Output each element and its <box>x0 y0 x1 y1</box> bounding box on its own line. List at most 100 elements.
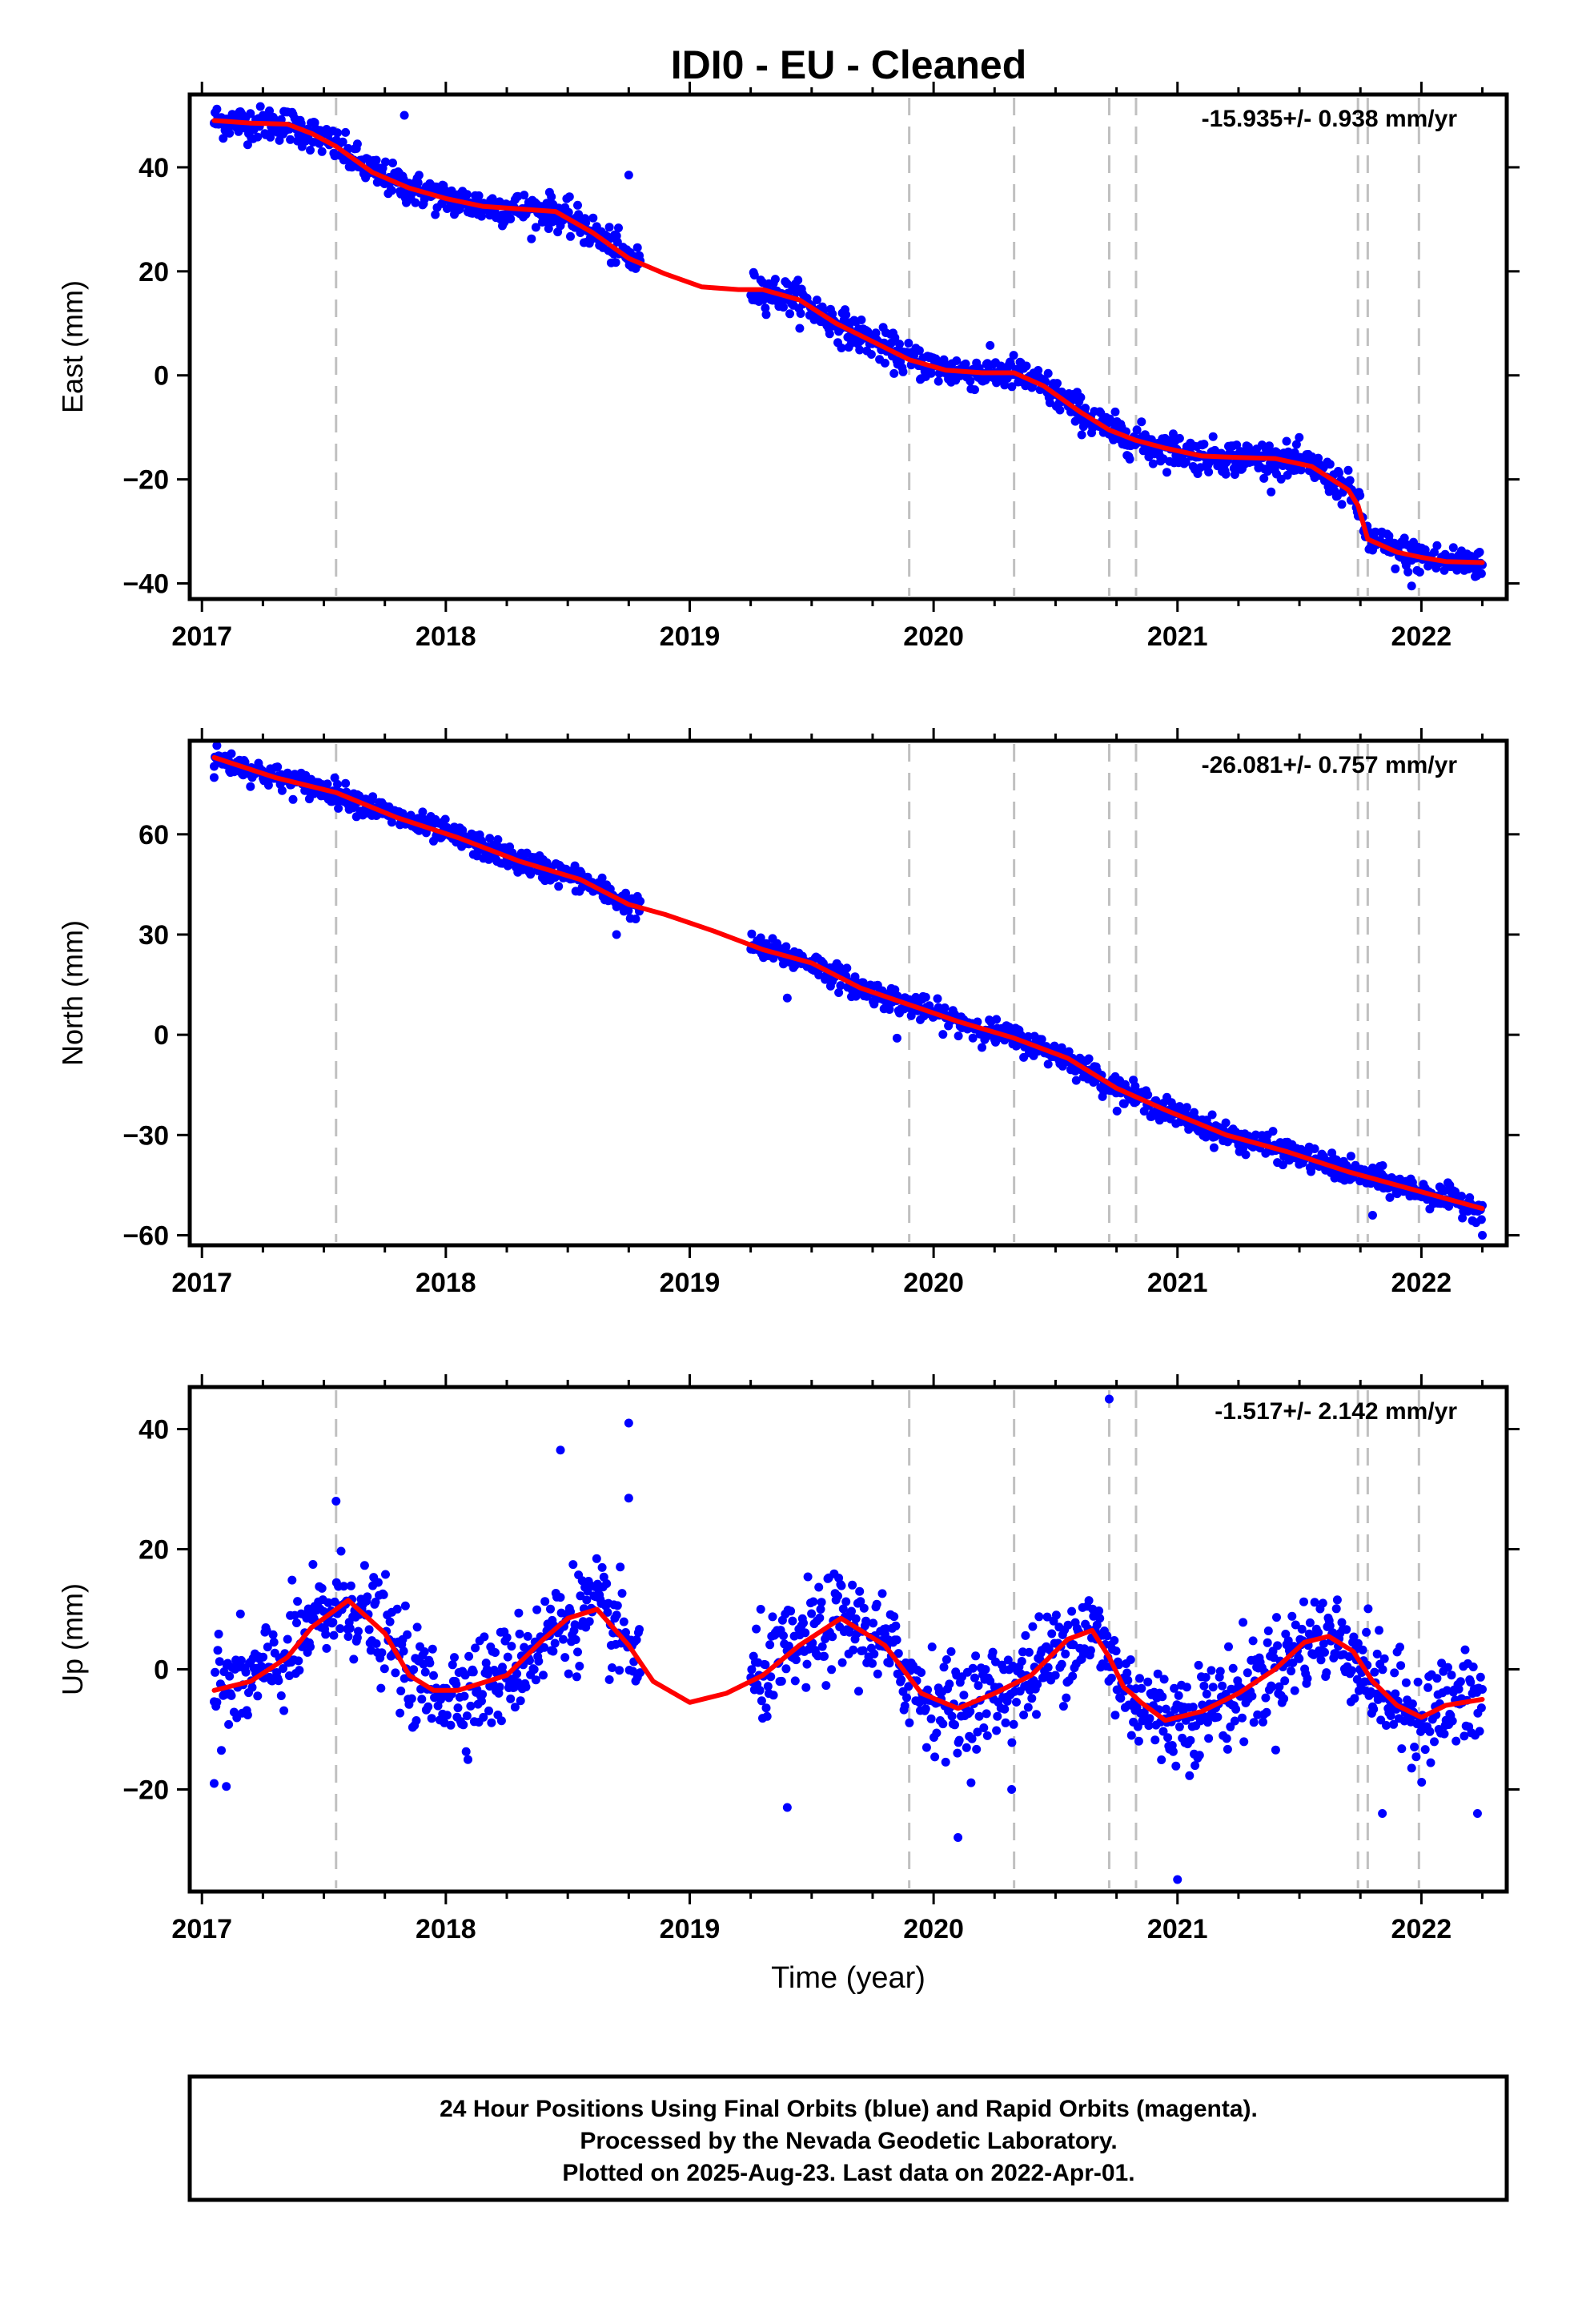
east-point <box>611 258 620 267</box>
north-point <box>1043 1059 1053 1069</box>
up-point <box>837 1581 846 1590</box>
up-point <box>396 1687 406 1695</box>
north-x-tick-label: 2022 <box>1391 1268 1452 1298</box>
east-point <box>793 275 803 285</box>
up-point <box>1106 1673 1116 1683</box>
up-point <box>851 1614 861 1623</box>
east-point <box>531 223 540 232</box>
up-point <box>905 1718 914 1727</box>
up-point <box>841 1597 851 1606</box>
up-point <box>1067 1606 1077 1616</box>
up-x-tick-label: 2019 <box>660 1914 721 1944</box>
up-point <box>1410 1743 1419 1751</box>
north-point <box>921 992 930 1002</box>
up-point <box>427 1714 436 1723</box>
up-point-outlier <box>1378 1809 1387 1818</box>
east-point <box>286 135 295 144</box>
up-point <box>1420 1745 1430 1755</box>
up-point <box>322 1643 331 1653</box>
up-point <box>1034 1612 1044 1622</box>
up-point <box>939 1663 949 1672</box>
east-point <box>547 192 556 202</box>
up-point <box>1369 1704 1379 1714</box>
up-point <box>972 1744 982 1754</box>
north-point-outlier <box>782 993 792 1003</box>
east-point <box>1439 565 1449 575</box>
north-x-tick-label: 2017 <box>171 1268 232 1298</box>
north-panel: 2017 2018 2019 2020 2021 2022 60 30 0 −30 −60 North… <box>56 728 1520 1298</box>
up-point <box>1314 1628 1323 1638</box>
up-point <box>1019 1711 1029 1719</box>
up-point <box>1248 1636 1258 1646</box>
up-point <box>801 1683 811 1692</box>
up-point <box>1218 1681 1227 1691</box>
up-point <box>274 1676 283 1686</box>
up-point <box>400 1601 410 1610</box>
east-point <box>387 186 396 195</box>
figure-title: IDI0 - EU - Cleaned <box>671 42 1027 87</box>
up-point <box>1188 1703 1198 1712</box>
up-point <box>484 1706 493 1715</box>
up-point <box>1273 1641 1283 1651</box>
up-point <box>392 1604 402 1614</box>
east-point <box>212 104 222 114</box>
up-point <box>276 1691 286 1700</box>
up-point <box>1318 1598 1327 1608</box>
up-point <box>1182 1683 1191 1692</box>
up-point <box>468 1667 478 1677</box>
up-point <box>781 1664 791 1674</box>
up-point <box>855 1586 865 1596</box>
east-point <box>1283 470 1292 480</box>
up-point <box>1222 1734 1231 1743</box>
east-point <box>1043 368 1053 378</box>
up-point <box>1272 1613 1281 1622</box>
up-point <box>253 1691 263 1701</box>
up-point <box>212 1698 222 1707</box>
up-point <box>756 1605 765 1614</box>
up-point <box>635 1625 644 1634</box>
up-point <box>848 1580 857 1590</box>
east-point <box>914 346 924 356</box>
north-point <box>277 786 287 795</box>
east-point <box>1053 379 1062 388</box>
up-point <box>572 1672 581 1682</box>
east-point <box>1076 392 1086 402</box>
east-point <box>219 134 228 143</box>
up-point <box>1110 1636 1119 1645</box>
up-x-tick-label: 2022 <box>1391 1914 1452 1944</box>
up-point <box>1199 1681 1209 1691</box>
north-y-tick-label: 60 <box>139 820 169 850</box>
east-point <box>1000 380 1010 390</box>
north-point <box>1221 1118 1231 1128</box>
up-point <box>1396 1661 1406 1671</box>
east-point <box>574 210 584 219</box>
up-point <box>283 1634 292 1644</box>
up-point <box>982 1709 991 1719</box>
up-point <box>988 1647 998 1657</box>
up-point <box>900 1701 909 1711</box>
up-point <box>1185 1771 1195 1780</box>
east-point <box>588 213 598 223</box>
up-point <box>1032 1710 1041 1719</box>
east-point <box>761 310 771 320</box>
east-point <box>952 356 962 365</box>
up-point <box>1290 1686 1299 1695</box>
east-point <box>477 211 486 221</box>
east-point <box>795 324 805 333</box>
up-point <box>1379 1654 1389 1663</box>
east-point <box>413 178 423 187</box>
up-point <box>752 1624 761 1634</box>
east-point <box>796 309 805 318</box>
up-point <box>1299 1597 1308 1606</box>
east-point <box>338 137 347 147</box>
east-point <box>1476 569 1486 578</box>
up-point <box>612 1601 622 1610</box>
up-point <box>1204 1734 1214 1743</box>
up-point <box>460 1691 469 1701</box>
up-point <box>268 1630 278 1639</box>
up-point <box>213 1646 223 1655</box>
east-point <box>612 237 622 247</box>
up-point <box>306 1642 315 1651</box>
east-fit-line <box>211 118 1485 565</box>
up-point <box>1061 1649 1070 1659</box>
